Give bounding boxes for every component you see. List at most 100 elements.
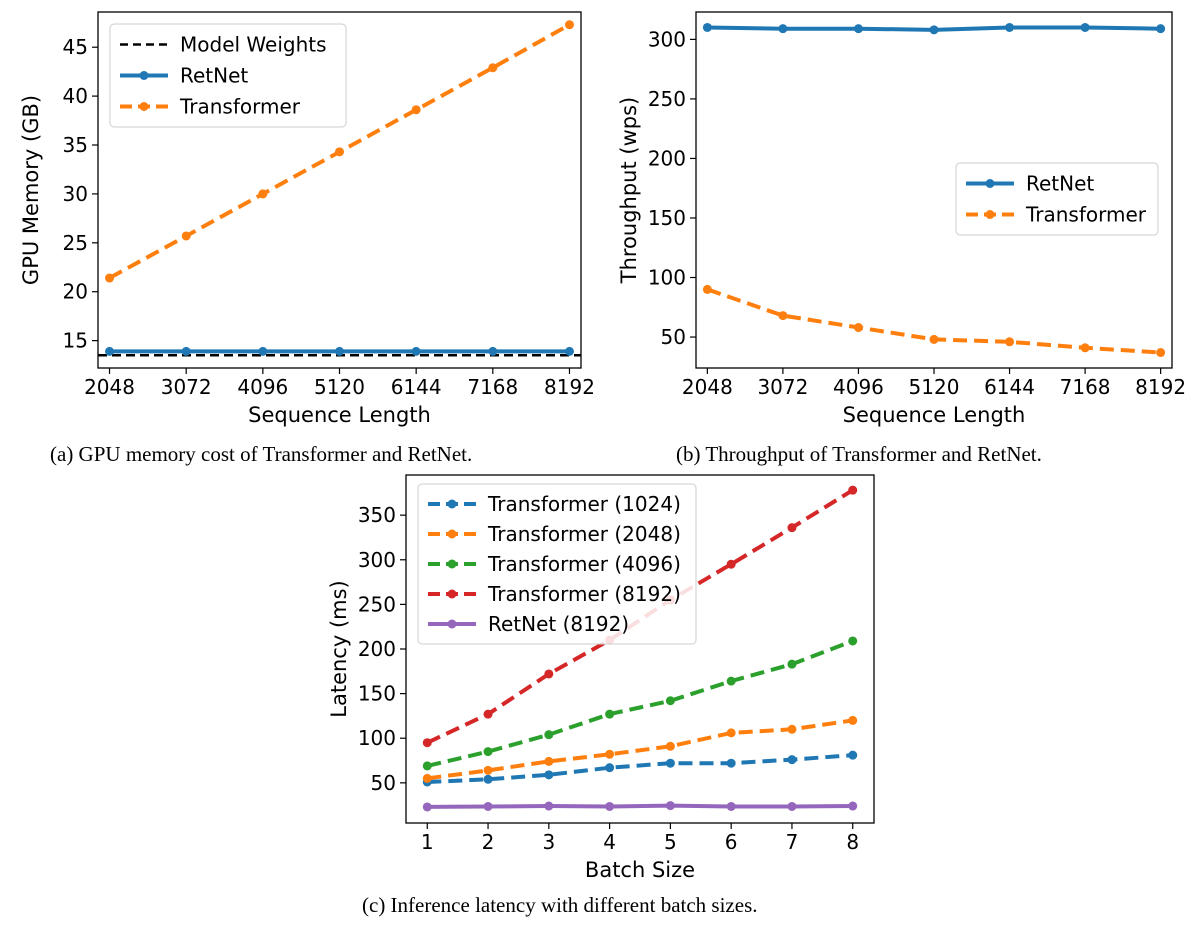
chart-inference-latency: 1 2 3 4 5 6 7 8 50 100 150 200 250 300 350 Batch Size La… bbox=[327, 474, 875, 882]
series-point-retnet-8192 bbox=[665, 801, 675, 811]
y-axis-label: Latency (ms) bbox=[327, 580, 351, 717]
series-point-transformer-4096 bbox=[544, 730, 554, 740]
series-point-transformer-8192 bbox=[422, 738, 432, 748]
x-tick-label: 3072 bbox=[161, 375, 212, 399]
y-tick-label: 45 bbox=[63, 35, 88, 59]
series-point-transformer-2048 bbox=[787, 724, 797, 734]
x-axis-label: Sequence Length bbox=[248, 403, 431, 427]
x-tick-label: 5120 bbox=[314, 375, 365, 399]
series-point-transformer bbox=[853, 323, 863, 333]
plot-area bbox=[702, 22, 1166, 358]
series-point-transformer bbox=[1005, 337, 1015, 347]
series-point-retnet-8192 bbox=[605, 801, 615, 811]
y-tick-label: 150 bbox=[648, 206, 686, 230]
series-point-transformer-2048 bbox=[544, 756, 554, 766]
caption-a: (a) GPU memory cost of Transformer and R… bbox=[50, 442, 473, 466]
series-point-retnet-8192 bbox=[848, 801, 858, 811]
y-tick-label: 100 bbox=[358, 726, 396, 750]
y-tick-label: 300 bbox=[648, 27, 686, 51]
series-point-transformer bbox=[488, 63, 498, 73]
series-point-transformer-1024 bbox=[726, 758, 736, 768]
y-tick-label: 350 bbox=[358, 503, 396, 527]
legend-label-model-weights: Model Weights bbox=[180, 33, 327, 57]
series-point-transformer bbox=[181, 231, 191, 241]
axes-frame bbox=[97, 11, 582, 369]
series-point-transformer-8192 bbox=[726, 559, 736, 569]
series-point-transformer bbox=[335, 147, 344, 157]
legend-marker-transformer bbox=[139, 102, 149, 111]
plot-area bbox=[98, 20, 581, 357]
legend-marker-retnet bbox=[985, 179, 995, 188]
y-tick-label: 250 bbox=[358, 592, 396, 616]
x-tick-label: 4096 bbox=[833, 375, 884, 399]
y-tick-label: 200 bbox=[648, 146, 686, 170]
series-point-transformer-4096 bbox=[726, 676, 736, 686]
series-point-transformer-1024 bbox=[605, 763, 615, 773]
legend-frame bbox=[417, 483, 697, 645]
series-point-transformer-4096 bbox=[848, 636, 858, 646]
legend-marker-transformer-4096 bbox=[447, 559, 457, 569]
series-point-transformer-4096 bbox=[605, 709, 615, 719]
series-point-retnet-8192 bbox=[544, 801, 554, 811]
legend-marker-retnet-8192 bbox=[447, 619, 457, 629]
y-tick-label: 25 bbox=[63, 231, 88, 255]
x-tick-label: 7 bbox=[786, 830, 799, 854]
x-tick-label: 6 bbox=[725, 830, 738, 854]
series-point-transformer bbox=[258, 189, 268, 199]
plot-area bbox=[422, 485, 858, 812]
series-line-transformer-4096 bbox=[426, 639, 854, 768]
y-tick-label: 100 bbox=[648, 266, 686, 290]
legend-label-transformer-8192: Transformer (8192) bbox=[487, 582, 681, 606]
series-point-retnet bbox=[853, 24, 863, 34]
x-tick-label: 7168 bbox=[1060, 375, 1111, 399]
series-point-transformer-2048 bbox=[422, 773, 432, 783]
series-point-retnet bbox=[1156, 24, 1166, 34]
legend-marker-transformer-2048 bbox=[447, 529, 457, 539]
chart-gpu-memory: 2048 3072 4096 5120 6144 7168 8192 15 20 25 30 35 40… bbox=[19, 11, 595, 427]
y-tick-label: 250 bbox=[648, 87, 686, 111]
series-point-retnet-8192 bbox=[483, 801, 493, 811]
legend-marker-transformer-1024 bbox=[447, 499, 457, 509]
y-tick-label: 150 bbox=[358, 682, 396, 706]
x-tick-label: 8192 bbox=[544, 375, 595, 399]
x-tick-label: 3 bbox=[542, 830, 555, 854]
series-point-retnet bbox=[335, 346, 344, 356]
x-tick-label: 7168 bbox=[467, 375, 518, 399]
legend-label-retnet: RetNet bbox=[1026, 172, 1094, 196]
series-point-retnet bbox=[258, 346, 268, 356]
series-point-retnet-8192 bbox=[787, 801, 797, 811]
y-axis-label: GPU Memory (GB) bbox=[19, 95, 43, 285]
y-tick-label: 30 bbox=[63, 182, 88, 206]
y-tick-label: 200 bbox=[358, 637, 396, 661]
y-axis-label: Throughput (wps) bbox=[617, 97, 641, 285]
x-axis-label: Batch Size bbox=[585, 858, 695, 882]
legend-marker-transformer-8192 bbox=[447, 589, 457, 599]
legend-frame bbox=[955, 162, 1159, 236]
series-point-transformer-2048 bbox=[665, 741, 675, 751]
series-point-retnet bbox=[1005, 22, 1015, 32]
x-tick-label: 5120 bbox=[909, 375, 960, 399]
series-point-transformer bbox=[105, 273, 115, 283]
series-point-transformer-4096 bbox=[483, 747, 493, 757]
x-tick-label: 4096 bbox=[237, 375, 288, 399]
series-point-retnet bbox=[702, 22, 712, 32]
caption-c: (c) Inference latency with different bat… bbox=[362, 893, 758, 917]
series-point-retnet-8192 bbox=[422, 802, 432, 812]
series-point-transformer-4096 bbox=[787, 659, 797, 669]
legend-label-retnet-8192: RetNet (8192) bbox=[488, 612, 629, 636]
x-tick-label: 3072 bbox=[757, 375, 808, 399]
series-point-transformer bbox=[1080, 343, 1090, 353]
series-point-transformer-8192 bbox=[787, 523, 797, 533]
x-tick-label: 1 bbox=[421, 830, 434, 854]
series-point-transformer bbox=[564, 20, 574, 30]
series-point-transformer-4096 bbox=[422, 761, 432, 771]
y-tick-label: 20 bbox=[63, 280, 88, 304]
series-point-transformer-1024 bbox=[787, 755, 797, 765]
x-tick-label: 5 bbox=[664, 830, 677, 854]
axes-frame bbox=[405, 474, 875, 824]
x-tick-label: 2 bbox=[482, 830, 495, 854]
y-tick-label: 15 bbox=[63, 329, 88, 353]
y-tick-label: 50 bbox=[661, 325, 686, 349]
x-tick-label: 2048 bbox=[682, 375, 733, 399]
